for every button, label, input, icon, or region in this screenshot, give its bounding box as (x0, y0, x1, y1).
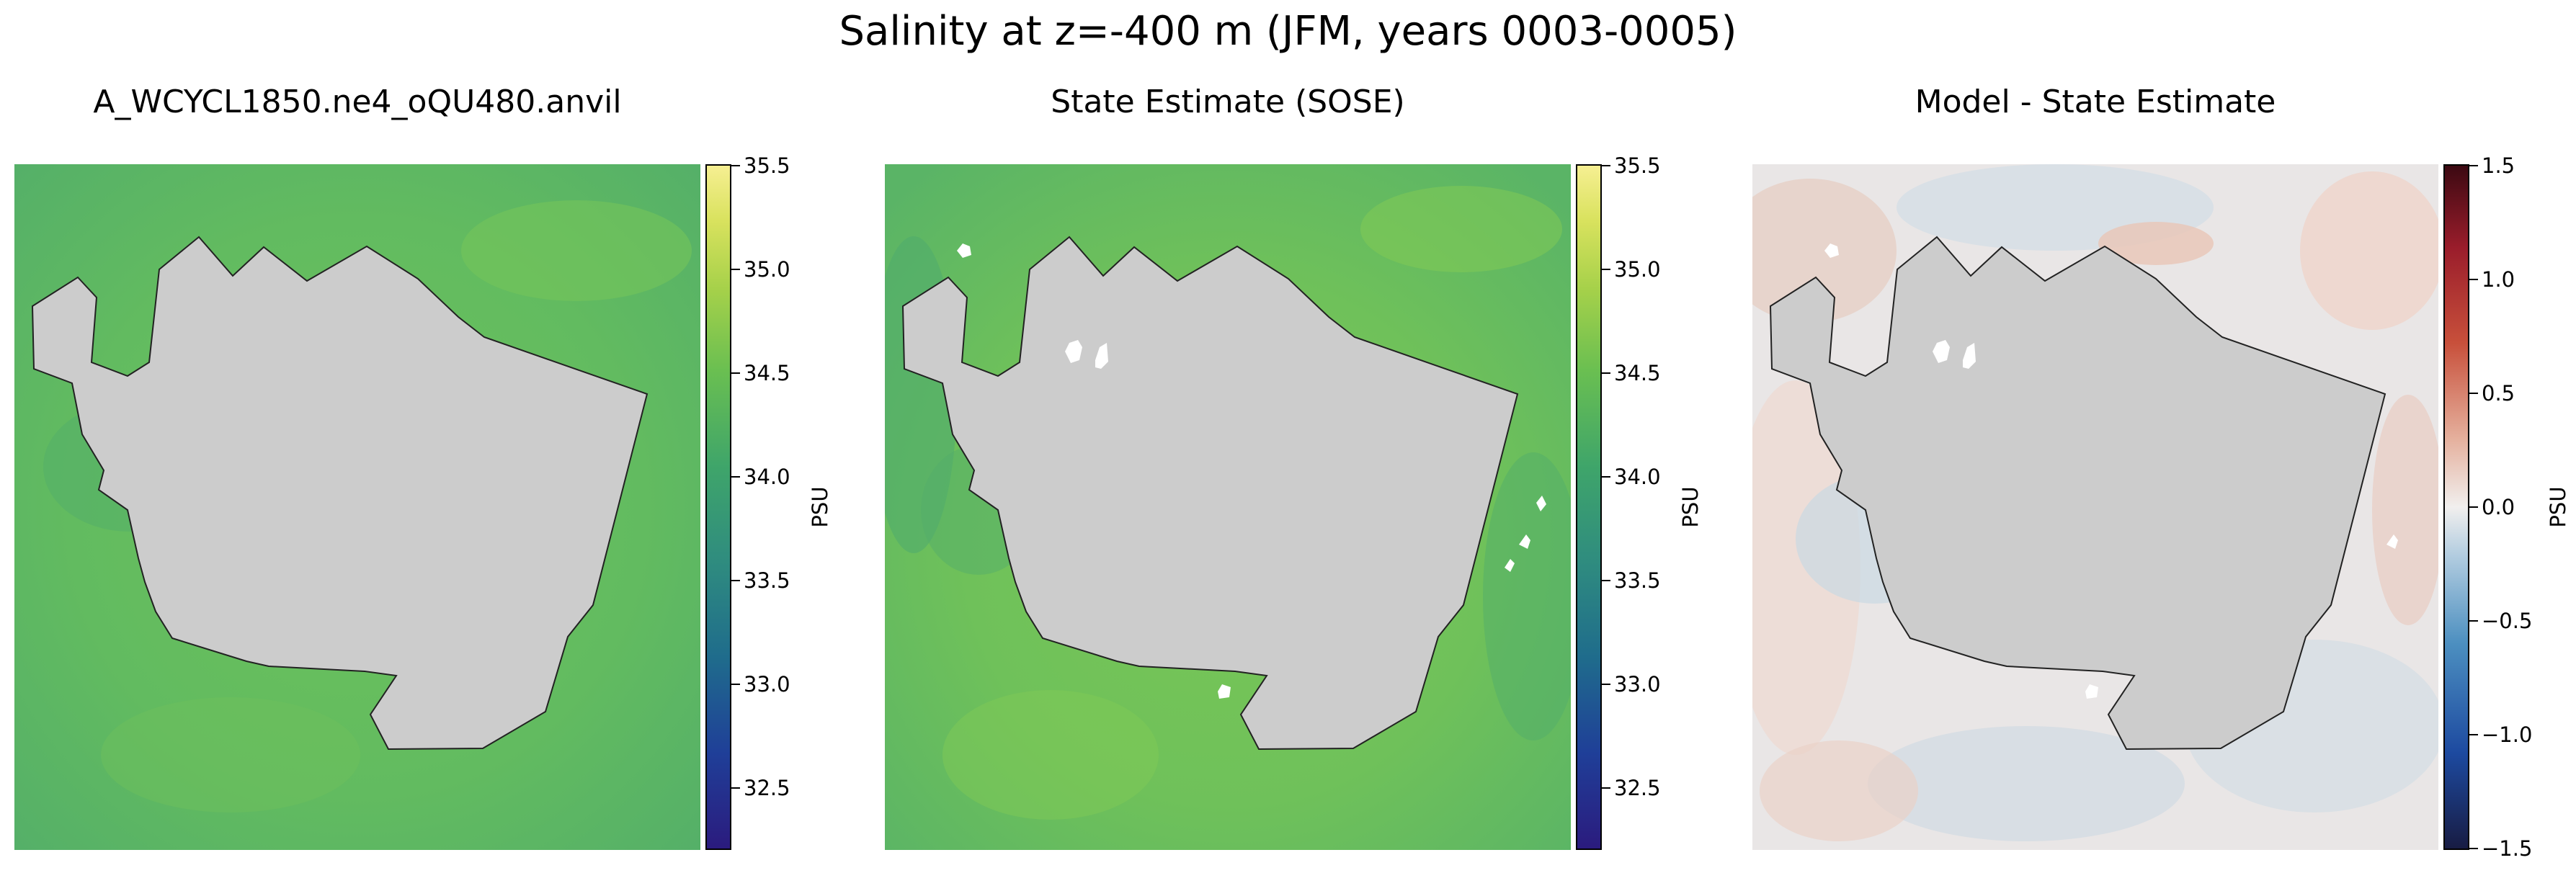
panel-2-colorbar (1576, 164, 1602, 850)
cbar-tick (1602, 476, 1610, 478)
cbar-tick-label: 33.5 (744, 568, 790, 593)
cbar-tick (731, 580, 740, 581)
cbar-tick (731, 787, 740, 789)
cbar-tick (1602, 269, 1610, 270)
cbar-tick-label: 0.0 (2482, 495, 2515, 519)
panel-1-colorbar (705, 164, 731, 850)
cbar-tick (2469, 620, 2478, 622)
cbar-tick-label: 35.5 (744, 153, 790, 178)
panel-3-title: Model - State Estimate (1752, 81, 2438, 124)
panel-2-colorbar-label: PSU (1678, 485, 1703, 529)
cbar-tick-label: 32.5 (744, 776, 790, 800)
cbar-tick (2469, 393, 2478, 394)
cbar-tick-label: −0.5 (2482, 609, 2532, 633)
panel-1-title: A_WCYCL1850.ne4_oQU480.anvil (14, 81, 700, 124)
cbar-tick-label: 34.5 (1614, 361, 1661, 385)
cbar-tick-label: 35.0 (744, 257, 790, 282)
figure-title: Salinity at z=-400 m (JFM, years 0003-00… (0, 4, 2576, 59)
cbar-tick (1602, 372, 1610, 374)
panel-2-title: State Estimate (SOSE) (885, 81, 1571, 124)
panel-3-colorbar-label: PSU (2546, 485, 2570, 529)
cbar-tick (1602, 684, 1610, 685)
cbar-tick-label: 34.0 (1614, 465, 1661, 489)
cbar-tick-label: 0.5 (2482, 381, 2515, 406)
cbar-tick-label: 35.0 (1614, 257, 1661, 282)
cbar-tick-label: 32.5 (1614, 776, 1661, 800)
cbar-tick (731, 684, 740, 685)
cbar-tick-label: 33.0 (1614, 672, 1661, 697)
cbar-tick-label: 1.5 (2482, 153, 2515, 178)
cbar-tick (1602, 580, 1610, 581)
cbar-tick-label: 34.5 (744, 361, 790, 385)
cbar-tick-label: 35.5 (1614, 153, 1661, 178)
cbar-tick-label: 34.0 (744, 465, 790, 489)
cbar-tick (1602, 787, 1610, 789)
panel-2-map (885, 164, 1571, 850)
cbar-tick (2469, 165, 2478, 166)
cbar-tick (2469, 279, 2478, 280)
cbar-tick-label: 1.0 (2482, 267, 2515, 292)
cbar-tick (2469, 848, 2478, 849)
panel-3-colorbar (2443, 164, 2469, 850)
cbar-tick (2469, 506, 2478, 508)
panel-1-map (14, 164, 700, 850)
cbar-tick-label: −1.0 (2482, 722, 2532, 747)
cbar-tick (2469, 734, 2478, 735)
cbar-tick (731, 476, 740, 478)
cbar-tick-label: 33.0 (744, 672, 790, 697)
panel-3-map (1752, 164, 2438, 850)
cbar-tick (731, 269, 740, 270)
cbar-tick-label: −1.5 (2482, 836, 2532, 861)
cbar-tick (731, 165, 740, 166)
cbar-tick (731, 372, 740, 374)
cbar-tick-label: 33.5 (1614, 568, 1661, 593)
cbar-tick (1602, 165, 1610, 166)
panel-1-colorbar-label: PSU (808, 485, 832, 529)
